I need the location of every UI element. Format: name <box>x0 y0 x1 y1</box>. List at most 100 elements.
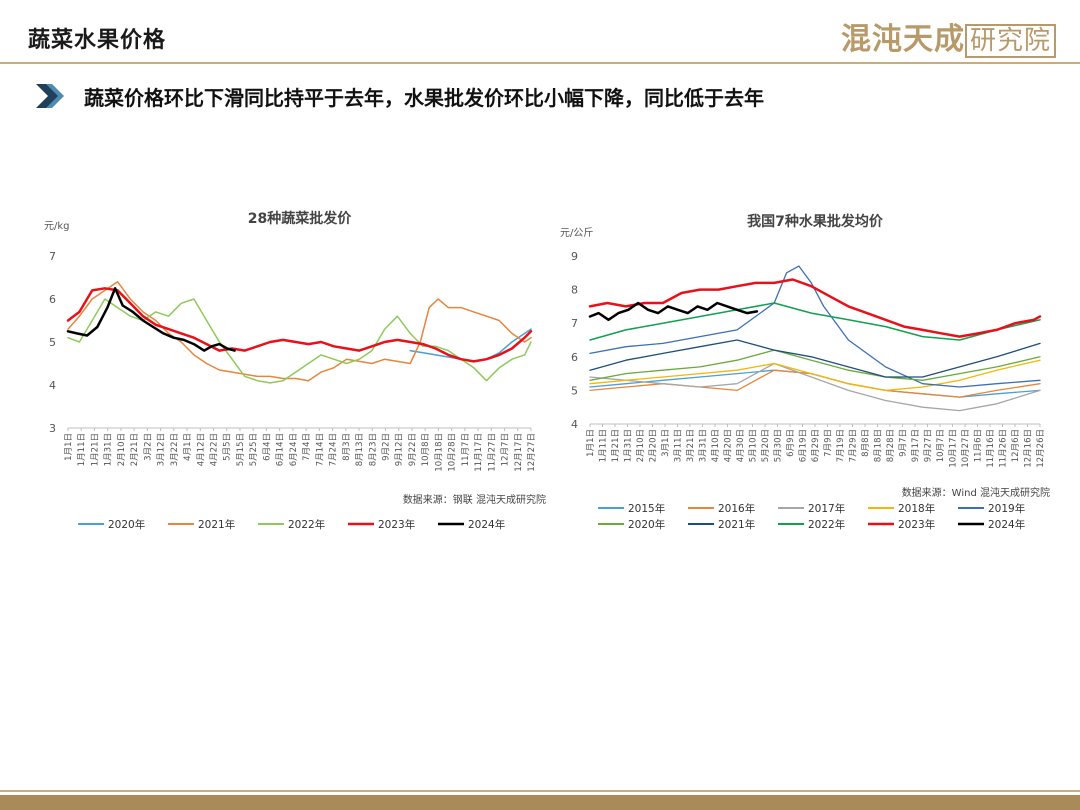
legend-label: 2019年 <box>988 502 1025 515</box>
data-source-note: 数据来源：Wind 混沌天成研究院 <box>902 486 1050 499</box>
x-tick-label: 5月20日 <box>761 429 771 462</box>
chart-title: 我国7种水果批发均价 <box>747 213 884 230</box>
page-title: 蔬菜水果价格 <box>28 28 167 53</box>
x-tick-label: 2月20日 <box>649 429 659 462</box>
legend-label: 2020年 <box>628 518 665 531</box>
y-tick-label: 6 <box>571 351 578 364</box>
x-tick-label: 3月2日 <box>143 433 153 461</box>
x-tick-label: 8月13日 <box>355 433 365 466</box>
x-tick-label: 8月18日 <box>874 429 884 462</box>
legend-label: 2021年 <box>718 518 755 531</box>
y-tick-label: 4 <box>571 418 578 431</box>
x-tick-label: 12月26日 <box>1036 429 1046 468</box>
x-tick-label: 6月9日 <box>786 429 796 457</box>
x-tick-label: 6月19日 <box>799 429 809 462</box>
series-line <box>589 339 1041 378</box>
x-tick-label: 4月1日 <box>183 433 193 461</box>
x-tick-label: 7月14日 <box>315 433 325 466</box>
chevron-right-icon <box>36 84 64 108</box>
y-tick-label: 5 <box>571 384 578 397</box>
series-line <box>589 265 1041 388</box>
x-tick-label: 12月17日 <box>514 433 524 472</box>
y-tick-label: 4 <box>49 379 56 392</box>
x-tick-label: 1月11日 <box>599 429 609 462</box>
x-tick-label: 4月20日 <box>724 429 734 462</box>
x-tick-label: 1月1日 <box>64 433 74 461</box>
x-tick-label: 5月15日 <box>236 433 246 466</box>
series-line <box>588 278 1042 338</box>
x-tick-label: 12月7日 <box>501 433 511 466</box>
x-tick-label: 3月11日 <box>674 429 684 462</box>
series-line <box>589 349 1041 381</box>
x-tick-label: 12月6日 <box>1011 429 1021 462</box>
x-tick-label: 4月10日 <box>711 429 721 462</box>
x-tick-label: 10月18日 <box>434 433 444 472</box>
series-line <box>67 281 532 382</box>
x-tick-label: 9月12日 <box>395 433 405 466</box>
header-divider <box>0 62 1080 64</box>
series-line <box>66 287 533 363</box>
legend-label: 2018年 <box>898 502 935 515</box>
x-tick-label: 8月23日 <box>368 433 378 466</box>
y-tick-label: 9 <box>571 250 578 263</box>
x-tick-label: 11月7日 <box>461 433 471 466</box>
x-tick-label: 10月28日 <box>448 433 458 472</box>
x-tick-label: 4月22日 <box>210 433 220 466</box>
legend-label: 2016年 <box>718 502 755 515</box>
x-tick-label: 7月29日 <box>849 429 859 462</box>
legend-label: 2022年 <box>808 518 845 531</box>
y-tick-label: 7 <box>49 250 56 263</box>
y-axis-unit-label: 元/kg <box>44 221 70 232</box>
x-tick-label: 10月17日 <box>949 429 959 468</box>
footer-divider <box>0 790 1080 792</box>
x-tick-label: 7月19日 <box>836 429 846 462</box>
y-tick-label: 3 <box>49 422 56 435</box>
x-tick-label: 12月16日 <box>1024 429 1034 468</box>
x-tick-label: 5月25日 <box>249 433 259 466</box>
x-tick-label: 9月22日 <box>408 433 418 466</box>
x-tick-label: 3月31日 <box>699 429 709 462</box>
x-tick-label: 11月17日 <box>474 433 484 472</box>
y-tick-label: 5 <box>49 336 56 349</box>
x-tick-label: 7月4日 <box>302 433 312 461</box>
x-tick-label: 1月31日 <box>624 429 634 462</box>
y-tick-label: 7 <box>571 317 578 330</box>
x-tick-label: 3月22日 <box>170 433 180 466</box>
x-tick-label: 6月14日 <box>276 433 286 466</box>
x-tick-label: 2月10日 <box>636 429 646 462</box>
legend-label: 2023年 <box>378 518 415 531</box>
footer-bar <box>0 795 1080 810</box>
x-tick-label: 5月30日 <box>774 429 784 462</box>
legend-label: 2015年 <box>628 502 665 515</box>
x-tick-label: 1月31日 <box>104 433 114 466</box>
legend-label: 2020年 <box>108 518 145 531</box>
x-tick-label: 1月21日 <box>90 433 100 466</box>
x-tick-label: 4月12日 <box>196 433 206 466</box>
x-tick-label: 4月30日 <box>736 429 746 462</box>
legend-label: 2022年 <box>288 518 325 531</box>
x-tick-label: 11月27日 <box>487 433 497 472</box>
x-tick-label: 1月11日 <box>77 433 87 466</box>
x-tick-label: 12月27日 <box>527 433 537 472</box>
x-tick-label: 7月24日 <box>329 433 339 466</box>
x-tick-label: 11月16日 <box>986 429 996 468</box>
x-tick-label: 11月6日 <box>974 429 984 462</box>
header: 蔬菜水果价格 混沌天成 研究院 <box>0 0 1080 64</box>
section-subtitle: 蔬菜价格环比下滑同比持平于去年，水果批发价环比小幅下降，同比低于去年 <box>84 86 764 110</box>
y-axis-unit-label: 元/公斤 <box>560 227 593 239</box>
x-tick-label: 11月26日 <box>999 429 1009 468</box>
legend-label: 2024年 <box>468 518 505 531</box>
x-tick-label: 8月3日 <box>342 433 352 461</box>
series-line <box>589 302 1041 341</box>
x-tick-label: 9月27日 <box>924 429 934 462</box>
x-tick-label: 8月8日 <box>861 429 871 457</box>
x-tick-label: 1月1日 <box>586 429 596 457</box>
x-tick-label: 6月4日 <box>262 433 272 461</box>
x-tick-label: 8月28日 <box>886 429 896 462</box>
x-tick-label: 10月8日 <box>421 433 431 466</box>
legend-label: 2024年 <box>988 518 1025 531</box>
x-tick-label: 2月21日 <box>130 433 140 466</box>
x-tick-label: 3月1日 <box>661 429 671 457</box>
x-tick-label: 3月21日 <box>686 429 696 462</box>
